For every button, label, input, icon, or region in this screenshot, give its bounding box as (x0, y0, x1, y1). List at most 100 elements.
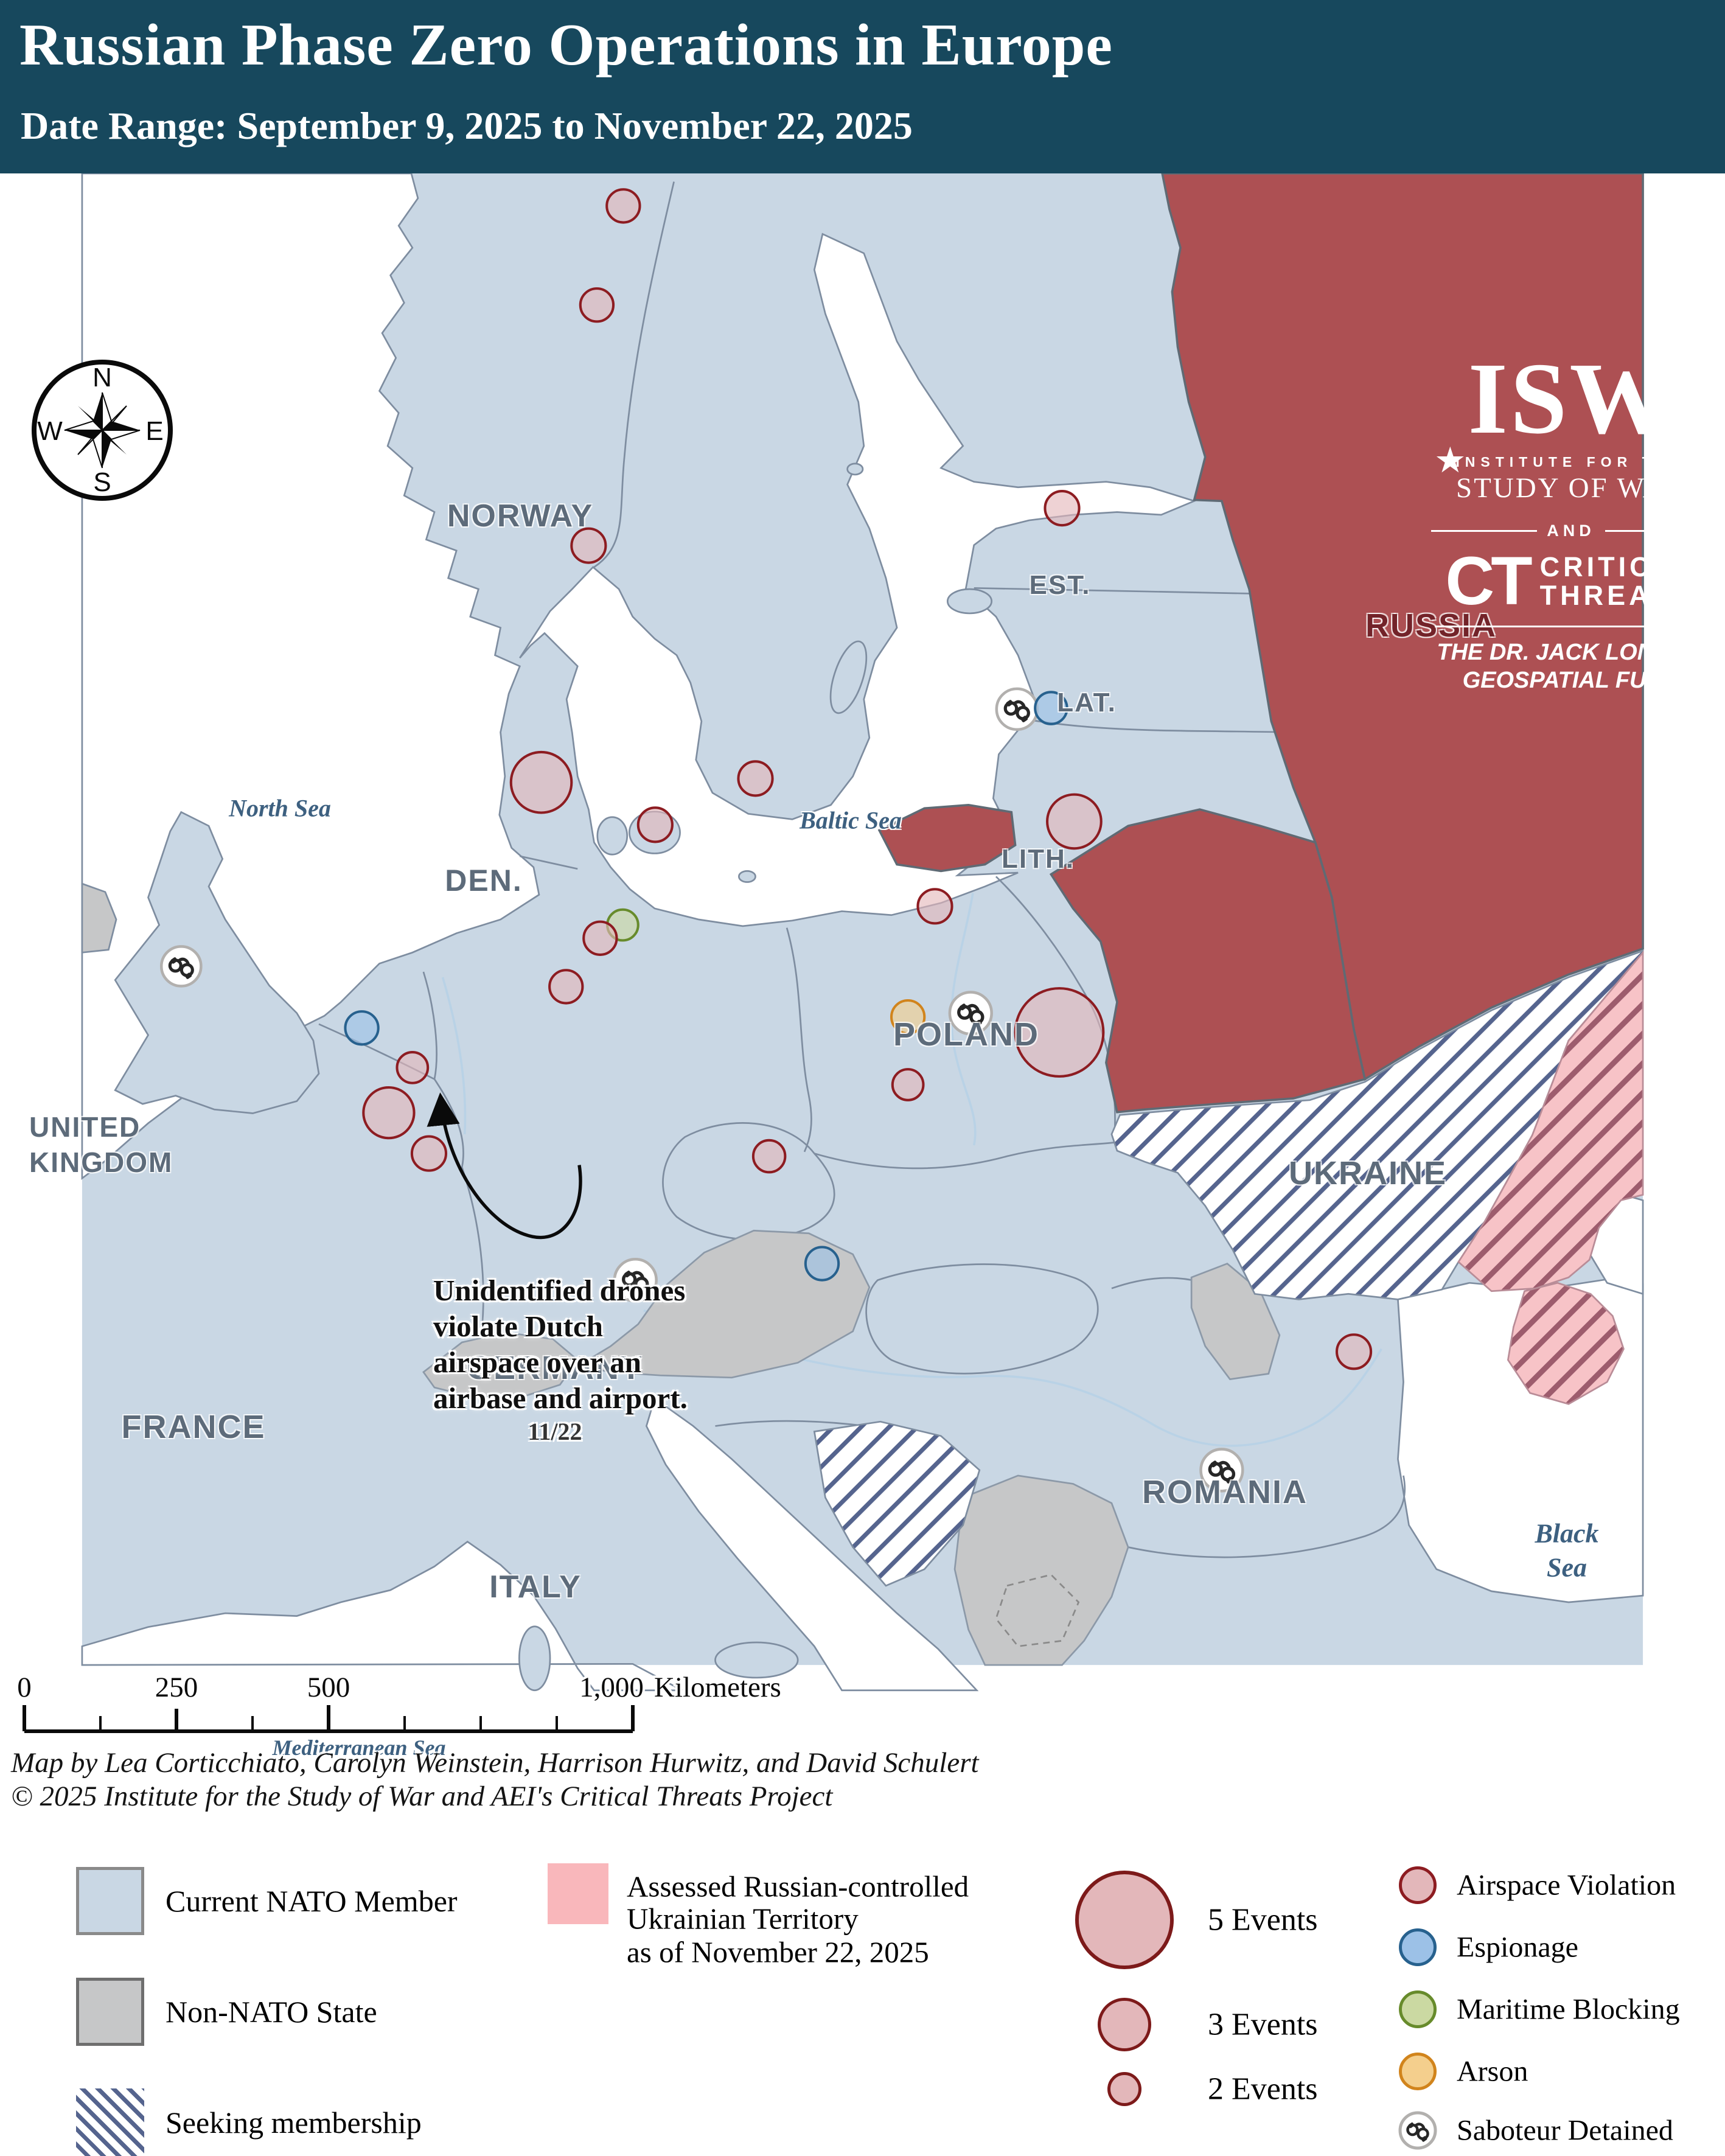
legend-espionage-label: Espionage (1457, 1931, 1578, 1964)
map-geography (81, 173, 1644, 1692)
legend-saboteur-label: Saboteur Detained (1457, 2114, 1673, 2147)
logo-rule (1435, 626, 1707, 627)
compass-rose: N E S W (32, 360, 173, 501)
non-nato-states (422, 1229, 1281, 1666)
scale-250: 250 (155, 1672, 198, 1703)
event-airspace (509, 750, 573, 814)
legend-seeking-label: Seeking membership (166, 2105, 422, 2140)
legend-2-events: 2 Events (1208, 2071, 1318, 2107)
swatch-non-nato (76, 1978, 144, 2046)
event-airspace (570, 527, 607, 564)
compass-s: S (93, 467, 111, 497)
legend-nato-label: Current NATO Member (166, 1884, 458, 1918)
legend-saboteur-icon (1398, 2111, 1437, 2150)
geospatial-fund: THE DR. JACK LONDON GEOSPATIAL FUND (1437, 640, 1706, 693)
compass-w: W (37, 416, 63, 446)
compass-star (64, 392, 141, 469)
scale-unit: Kilometers (654, 1672, 781, 1703)
legend-arson-label: Arson (1457, 2055, 1528, 2088)
map-credit: Map by Lea Corticchiato, Carolyn Weinste… (11, 1747, 979, 1779)
event-airspace (891, 1068, 925, 1101)
event-airspace (1014, 987, 1105, 1078)
legend-maritime-label: Maritime Blocking (1457, 1993, 1680, 2026)
occupied-crimea (1507, 1282, 1625, 1405)
event-airspace (1046, 793, 1103, 850)
event-espionage (344, 1010, 380, 1046)
switzerland (422, 1331, 579, 1400)
country-label: GERMANY (466, 1350, 644, 1386)
size-circle-3-events (1098, 1998, 1151, 2051)
country-label: DEN. (445, 863, 523, 898)
copyright: © 2025 Institute for the Study of War an… (11, 1781, 833, 1812)
event-espionage (1034, 691, 1068, 725)
rivers (441, 893, 1382, 1447)
legend-3-events: 3 Events (1208, 2007, 1318, 2042)
ireland (81, 882, 117, 954)
isw-ct-logo: ISW ★ INSTITUTE FOR THE STUDY OF WAR AND… (1431, 342, 1711, 694)
event-airspace (605, 188, 641, 224)
scale-500: 500 (307, 1672, 350, 1703)
kosovo (995, 1574, 1080, 1647)
critical-threats-logo: CT CRITICAL THREATS (1431, 543, 1711, 619)
sea-label: Black (1535, 1518, 1599, 1549)
compass-e: E (145, 416, 163, 446)
kaliningrad (877, 803, 1017, 873)
country-borders (318, 181, 1406, 1558)
event-airspace (1335, 1333, 1373, 1370)
sea-label: North Sea (229, 794, 331, 822)
isw-institute-line: INSTITUTE FOR THE (1455, 454, 1687, 470)
sea-label: Mediterranean Sea (272, 1736, 446, 1760)
bosnia-herzegovina (813, 1420, 981, 1587)
legend: Current NATO Member Non-NATO State Seeki… (0, 1826, 1725, 2156)
swatch-seeking-membership (76, 2088, 144, 2156)
compass-n: N (92, 363, 112, 392)
isw-wordmark: ISW ★ (1436, 342, 1674, 478)
country-label: LAT. (1057, 688, 1117, 717)
event-espionage (804, 1246, 840, 1282)
events-layer (159, 188, 1373, 1493)
country-label: UNITED (29, 1111, 141, 1143)
event-airspace (362, 1086, 416, 1140)
event-airspace (582, 920, 618, 956)
critical-threats-text: CRITICAL THREATS (1539, 551, 1697, 611)
annotation-callout: Unidentified drones violate Dutch airspa… (433, 1272, 725, 1416)
country-label: KINGDOM (29, 1146, 173, 1178)
event-airspace (916, 888, 953, 925)
event-airspace (396, 1051, 430, 1084)
country-label: EST. (1029, 570, 1091, 600)
legend-airspace-label: Airspace Violation (1457, 1869, 1676, 1902)
annotation-date: 11/22 (528, 1418, 582, 1445)
swatch-nato (76, 1867, 144, 1935)
scale-0: 0 (17, 1672, 32, 1703)
scale-bar: 0 250 500 1,000 Kilometers (15, 1669, 784, 1733)
united-kingdom (114, 811, 320, 1114)
country-label: UKRAINE (1288, 1155, 1448, 1191)
date-range-subtitle: Date Range: September 9, 2025 to Novembe… (21, 104, 913, 147)
size-circle-2-events (1107, 2072, 1141, 2106)
country-label: ROMANIA (1142, 1474, 1308, 1510)
event-airspace (636, 806, 674, 843)
sea-label: Baltic Sea (800, 806, 902, 834)
legend-non-nato-label: Non-NATO State (166, 1995, 377, 2029)
annotation-line: violate Dutch (433, 1310, 603, 1343)
country-label: POLAND (893, 1016, 1039, 1053)
page-title: Russian Phase Zero Operations in Europe (19, 12, 1113, 78)
adriatic-sea (645, 1397, 979, 1692)
legend-occupied-line1: Assessed Russian-controlled (627, 1869, 969, 1903)
russia (1161, 173, 1644, 1081)
europe-map: N E S W NORWAY RUSSIA EST. LAT. LITH. POLAND G… (0, 173, 1725, 2000)
swatch-occupied (548, 1863, 608, 1924)
event-airspace (751, 1139, 787, 1174)
ct-monogram: CT (1445, 543, 1532, 619)
legend-occupied-line2: Ukrainian Territory (627, 1902, 859, 1936)
belarus (1049, 808, 1367, 1114)
legend-airspace-icon (1399, 1866, 1437, 1904)
header: Russian Phase Zero Operations in Europe … (0, 0, 1725, 173)
country-label: ITALY (489, 1569, 582, 1605)
country-label: LITH. (1002, 844, 1075, 874)
legend-arson-icon (1399, 2053, 1437, 2090)
sea-label: Sea (1547, 1552, 1587, 1583)
annotation-line: airbase and airport. (433, 1381, 688, 1415)
event-arson (890, 999, 926, 1035)
